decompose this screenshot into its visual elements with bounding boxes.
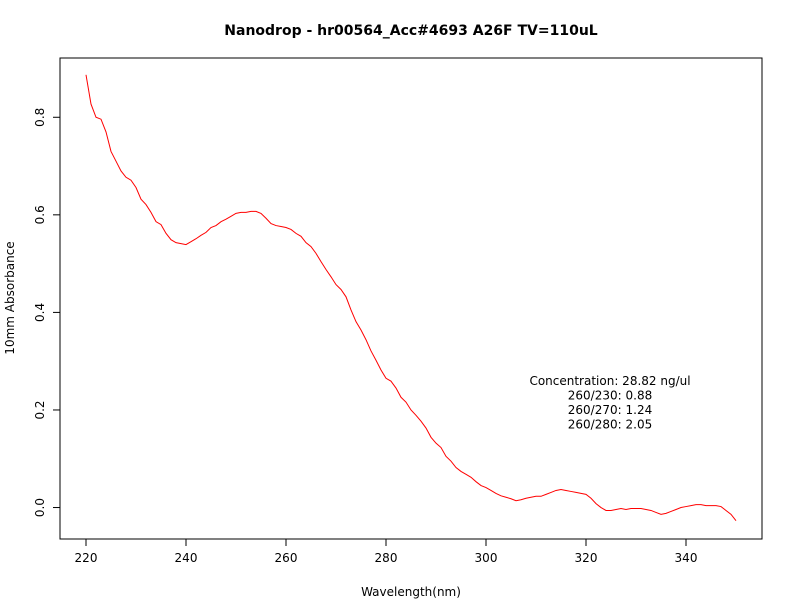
- data-line: [85, 74, 737, 522]
- y-axis-label: 10mm Absorbance: [3, 241, 17, 354]
- x-tick-label: 280: [375, 551, 398, 565]
- annotation: 260/280: 2.05: [568, 418, 652, 432]
- x-axis-label: Wavelength(nm): [361, 585, 461, 599]
- annotation: Concentration: 28.82 ng/ul: [529, 374, 690, 388]
- y-tick-label: 0.4: [33, 303, 47, 322]
- x-tick-label: 340: [675, 551, 698, 565]
- x-tick-label: 300: [475, 551, 498, 565]
- y-tick-label: 0.8: [33, 108, 47, 127]
- x-tick-label: 320: [575, 551, 598, 565]
- x-tick-label: 240: [175, 551, 198, 565]
- y-tick-label: 0.2: [33, 400, 47, 419]
- y-tick-label: 0.0: [33, 498, 47, 517]
- annotation: 260/270: 1.24: [568, 403, 652, 417]
- annotation: 260/230: 0.88: [568, 389, 652, 403]
- chart-title: Nanodrop - hr00564_Acc#4693 A26F TV=110u…: [224, 23, 598, 39]
- x-tick-label: 260: [275, 551, 298, 565]
- y-tick-label: 0.6: [33, 205, 47, 224]
- x-tick-label: 220: [75, 551, 98, 565]
